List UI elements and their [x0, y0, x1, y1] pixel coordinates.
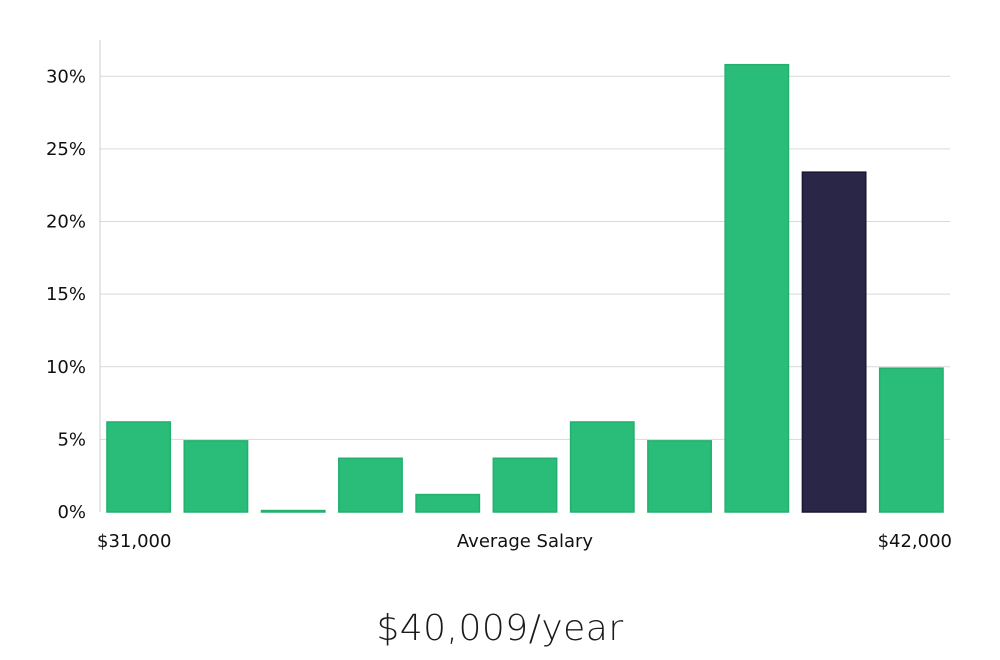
bar [569, 421, 635, 513]
y-tick-label: 0% [57, 502, 86, 523]
y-tick-label: 30% [46, 66, 86, 87]
x-axis-title: Average Salary [457, 531, 594, 552]
bar [878, 367, 944, 513]
y-tick-label: 10% [46, 357, 86, 378]
bar [338, 457, 403, 513]
y-tick-label: 5% [57, 429, 86, 450]
average-salary-value: $40,009/year [376, 608, 624, 649]
bar [415, 493, 481, 513]
bar [492, 457, 558, 513]
bar-highlight [801, 171, 867, 513]
x-axis-min-label: $31,000 [97, 531, 171, 552]
bar [183, 440, 249, 513]
salary-distribution-chart: 0% 5% 10% 15% 20% 25% 30% $31,000 Average Sala… [46, 40, 952, 552]
bar [106, 421, 172, 513]
y-tick-label: 25% [46, 139, 86, 160]
x-axis-max-label: $42,000 [878, 531, 952, 552]
y-tick-label: 15% [46, 284, 86, 305]
y-axis-ticks: 0% 5% 10% 15% 20% 25% 30% [46, 66, 86, 523]
bar [724, 63, 790, 513]
bar [260, 509, 326, 513]
bars [106, 63, 944, 513]
y-tick-label: 20% [46, 212, 86, 233]
bar [647, 440, 712, 513]
